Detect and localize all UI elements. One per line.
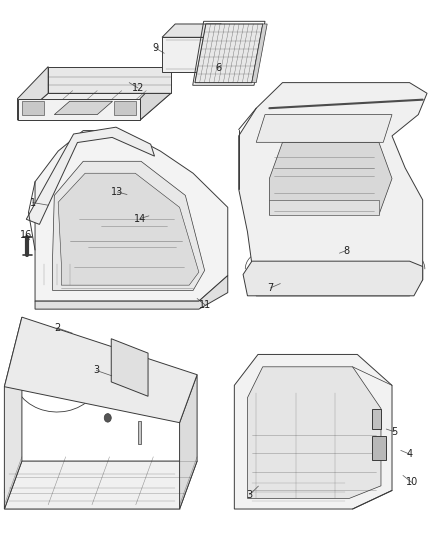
Polygon shape [35, 131, 228, 301]
Text: 11: 11 [199, 300, 211, 310]
Text: 3: 3 [247, 490, 253, 499]
Polygon shape [138, 421, 141, 444]
Polygon shape [18, 93, 171, 120]
Polygon shape [208, 24, 221, 72]
Polygon shape [53, 161, 205, 290]
Polygon shape [256, 115, 392, 142]
Text: 16: 16 [20, 230, 32, 239]
Polygon shape [247, 367, 381, 498]
Text: 12: 12 [132, 83, 144, 93]
Polygon shape [4, 317, 197, 423]
Polygon shape [58, 173, 199, 285]
Polygon shape [269, 200, 379, 215]
Text: 9: 9 [152, 43, 159, 53]
Polygon shape [234, 354, 392, 509]
Polygon shape [48, 67, 171, 93]
Text: 6: 6 [215, 63, 221, 73]
Polygon shape [18, 67, 48, 120]
Polygon shape [180, 375, 197, 509]
Polygon shape [26, 127, 155, 224]
Polygon shape [111, 339, 148, 397]
Polygon shape [195, 24, 263, 83]
Polygon shape [162, 37, 208, 72]
Polygon shape [114, 101, 136, 115]
Polygon shape [371, 408, 381, 429]
Polygon shape [4, 461, 197, 509]
Text: 1: 1 [30, 198, 36, 207]
Polygon shape [35, 276, 228, 309]
Text: 14: 14 [134, 214, 146, 223]
Text: 5: 5 [391, 427, 397, 437]
Polygon shape [54, 101, 113, 115]
Text: 10: 10 [406, 478, 418, 487]
Polygon shape [252, 24, 267, 83]
Text: 4: 4 [406, 449, 413, 459]
Text: 2: 2 [54, 323, 60, 333]
Polygon shape [140, 67, 171, 120]
Text: 7: 7 [268, 283, 274, 293]
Polygon shape [4, 317, 22, 509]
Polygon shape [239, 83, 427, 296]
Text: 3: 3 [93, 366, 99, 375]
Polygon shape [18, 99, 140, 120]
Polygon shape [162, 24, 221, 37]
Circle shape [291, 499, 297, 506]
Circle shape [104, 414, 111, 422]
Polygon shape [243, 261, 423, 296]
Text: 8: 8 [343, 246, 349, 255]
Polygon shape [269, 142, 392, 215]
Text: 13: 13 [111, 187, 124, 197]
Polygon shape [22, 101, 44, 115]
Polygon shape [371, 437, 386, 459]
